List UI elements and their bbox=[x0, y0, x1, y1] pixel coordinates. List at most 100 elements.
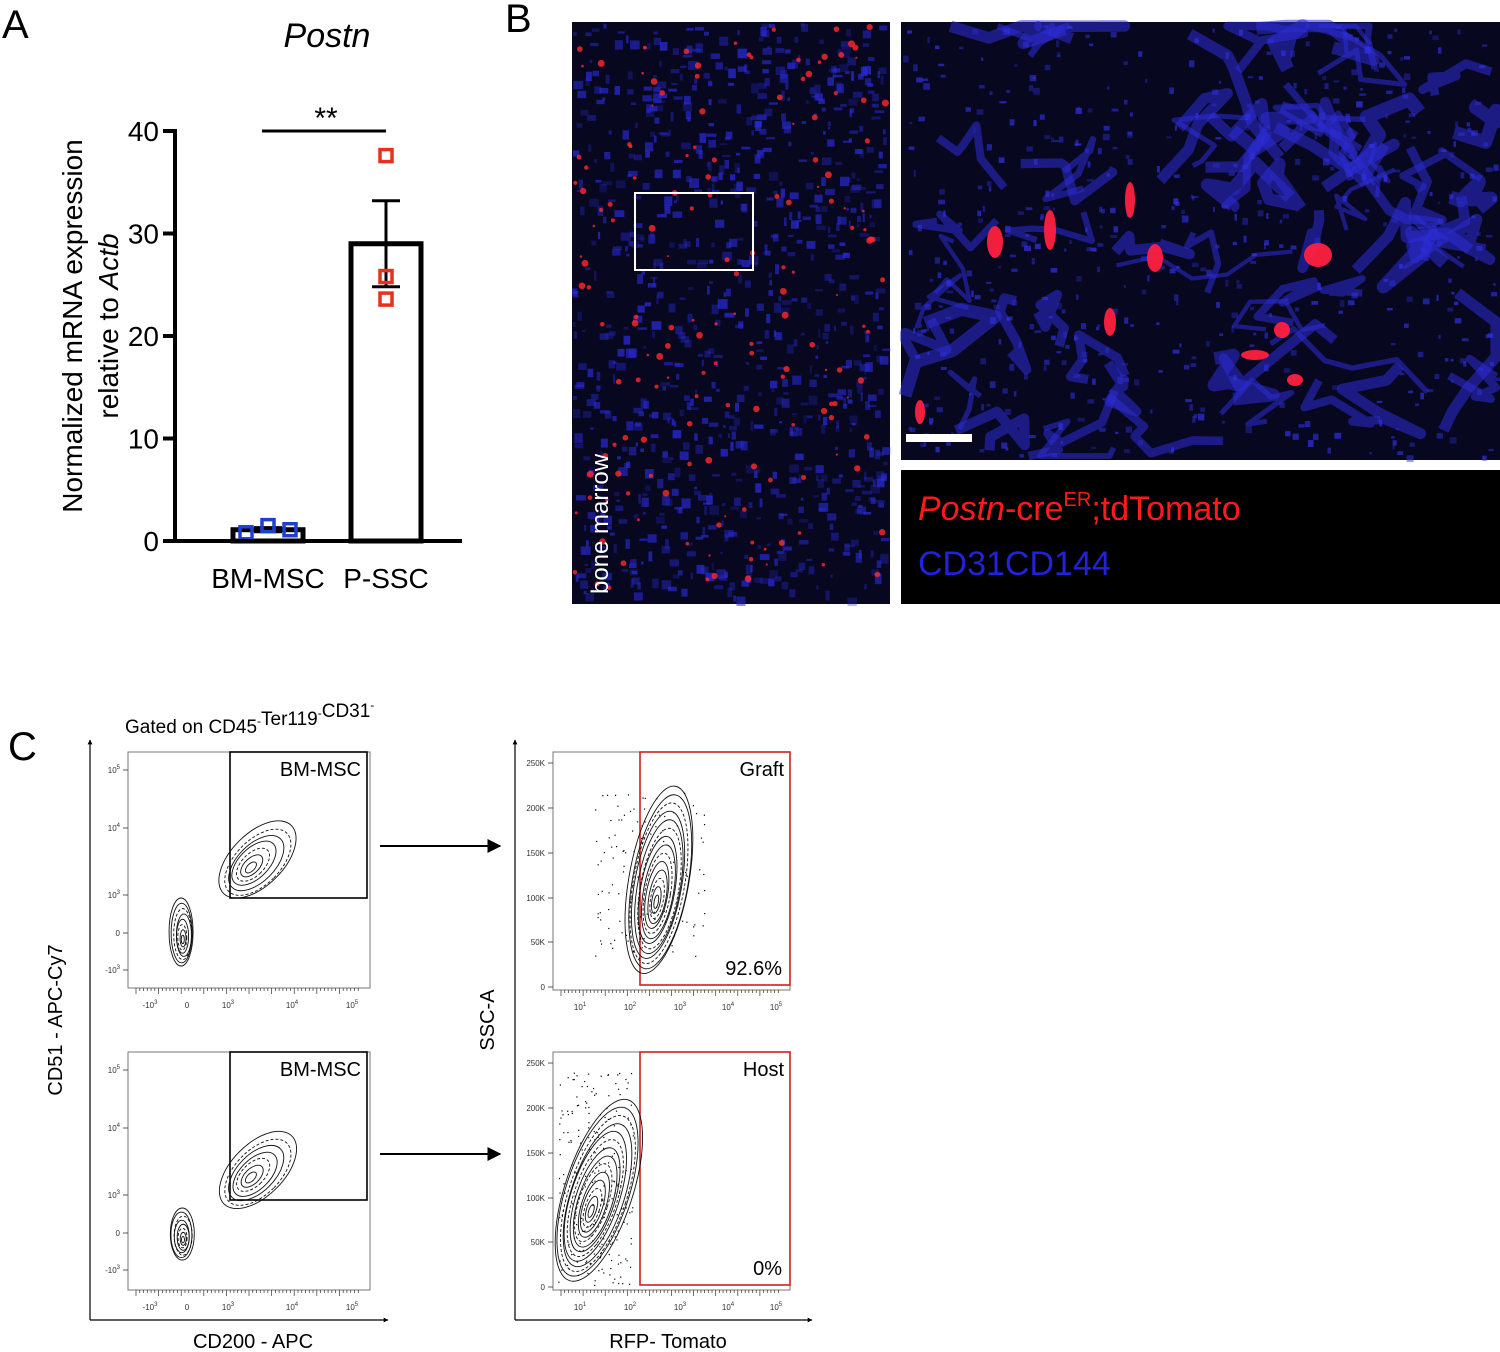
event bbox=[627, 940, 629, 942]
blue-signal bbox=[851, 295, 855, 301]
blue-signal bbox=[1033, 159, 1038, 166]
blue-signal bbox=[816, 585, 819, 590]
blue-signal bbox=[822, 333, 829, 340]
tick-label-part: -10 bbox=[143, 1001, 155, 1010]
red-signal bbox=[811, 114, 818, 121]
blue-signal bbox=[1002, 388, 1008, 394]
vessel bbox=[953, 406, 1030, 451]
blue-signal bbox=[738, 274, 742, 284]
blue-signal bbox=[612, 416, 617, 422]
blue-signal bbox=[709, 198, 718, 208]
red-signal bbox=[749, 350, 755, 356]
event bbox=[621, 1208, 623, 1210]
blue-signal bbox=[986, 181, 992, 187]
legend-part: ;tdTomato bbox=[1091, 490, 1240, 528]
blue-signal bbox=[726, 242, 732, 249]
blue-signal bbox=[687, 259, 697, 265]
event bbox=[603, 1203, 605, 1205]
blue-signal bbox=[1263, 243, 1266, 250]
blue-signal bbox=[821, 157, 832, 166]
vessel bbox=[1319, 275, 1366, 297]
blue-signal bbox=[781, 300, 792, 305]
blue-signal bbox=[862, 66, 872, 75]
blue-signal bbox=[741, 259, 751, 267]
blue-signal bbox=[688, 60, 698, 70]
blue-signal bbox=[839, 242, 846, 246]
blue-signal bbox=[989, 317, 996, 324]
y-axis-label: Normalized mRNA expression relative to Ac… bbox=[57, 139, 124, 512]
blue-signal bbox=[768, 290, 774, 296]
red-signal bbox=[599, 538, 606, 545]
red-cell bbox=[1125, 182, 1135, 218]
blue-signal bbox=[669, 559, 680, 567]
blue-signal bbox=[670, 112, 674, 122]
tick-label: 100K bbox=[526, 894, 545, 903]
blue-signal bbox=[922, 403, 929, 408]
event bbox=[700, 837, 703, 839]
blue-signal bbox=[1053, 139, 1059, 143]
blue-signal bbox=[1168, 451, 1174, 454]
blue-signal bbox=[596, 385, 600, 392]
blue-signal bbox=[654, 117, 660, 124]
tick-label-part: 2 bbox=[633, 1002, 637, 1008]
blue-signal bbox=[603, 23, 607, 29]
tick-label-part: 0 bbox=[116, 929, 121, 938]
blue-signal bbox=[978, 218, 984, 223]
event bbox=[625, 852, 627, 854]
event bbox=[598, 1170, 600, 1172]
blue-signal bbox=[712, 177, 715, 184]
blue-signal bbox=[1247, 103, 1252, 108]
event bbox=[600, 860, 602, 862]
event bbox=[581, 1149, 583, 1151]
plot-frame bbox=[552, 1051, 791, 1291]
red-signal bbox=[749, 341, 754, 347]
red-signal bbox=[633, 314, 639, 320]
red-signal bbox=[835, 453, 838, 456]
tick-label-part: 10 bbox=[722, 1003, 731, 1012]
blue-signal bbox=[714, 585, 724, 590]
blue-signal bbox=[635, 122, 638, 129]
blue-signal bbox=[849, 130, 859, 134]
blue-signal bbox=[762, 69, 769, 74]
blue-signal bbox=[606, 324, 612, 328]
red-signal bbox=[627, 142, 632, 147]
blue-signal bbox=[602, 572, 612, 581]
flow-plot: BM-MSC bbox=[123, 1051, 371, 1296]
blue-signal bbox=[1140, 255, 1148, 262]
blue-signal bbox=[791, 413, 798, 416]
blue-signal bbox=[694, 490, 701, 496]
blue-signal bbox=[1249, 306, 1255, 311]
event bbox=[622, 850, 624, 853]
blue-signal bbox=[704, 350, 711, 358]
blue-signal bbox=[806, 182, 814, 190]
event bbox=[567, 1077, 569, 1079]
blue-signal bbox=[1394, 28, 1397, 33]
blue-signal bbox=[783, 217, 787, 226]
event bbox=[603, 1185, 605, 1187]
red-signal bbox=[778, 540, 785, 546]
blue-signal bbox=[1110, 31, 1117, 38]
blue-signal bbox=[839, 283, 847, 291]
blue-signal bbox=[1033, 120, 1037, 127]
blue-signal bbox=[585, 77, 591, 86]
tick-label-part: 100K bbox=[526, 1194, 545, 1203]
blue-signal bbox=[945, 316, 951, 319]
blue-signal bbox=[626, 421, 634, 431]
event bbox=[611, 1155, 613, 1157]
gating-label: Gated on CD45-Ter119-CD31- bbox=[125, 698, 374, 738]
blue-signal bbox=[848, 449, 856, 458]
red-signal bbox=[716, 522, 722, 528]
blue-signal bbox=[625, 348, 636, 359]
blue-signal bbox=[914, 302, 922, 310]
blue-signal bbox=[1231, 312, 1239, 319]
blue-signal bbox=[681, 498, 691, 509]
blue-signal bbox=[587, 368, 594, 378]
event bbox=[610, 819, 612, 822]
blue-signal bbox=[686, 176, 692, 183]
tick-label: 103 bbox=[222, 1302, 235, 1312]
event bbox=[614, 834, 616, 836]
blue-signal bbox=[604, 151, 611, 160]
blue-signal bbox=[691, 48, 701, 52]
event bbox=[626, 1223, 628, 1225]
blue-signal bbox=[572, 321, 576, 327]
